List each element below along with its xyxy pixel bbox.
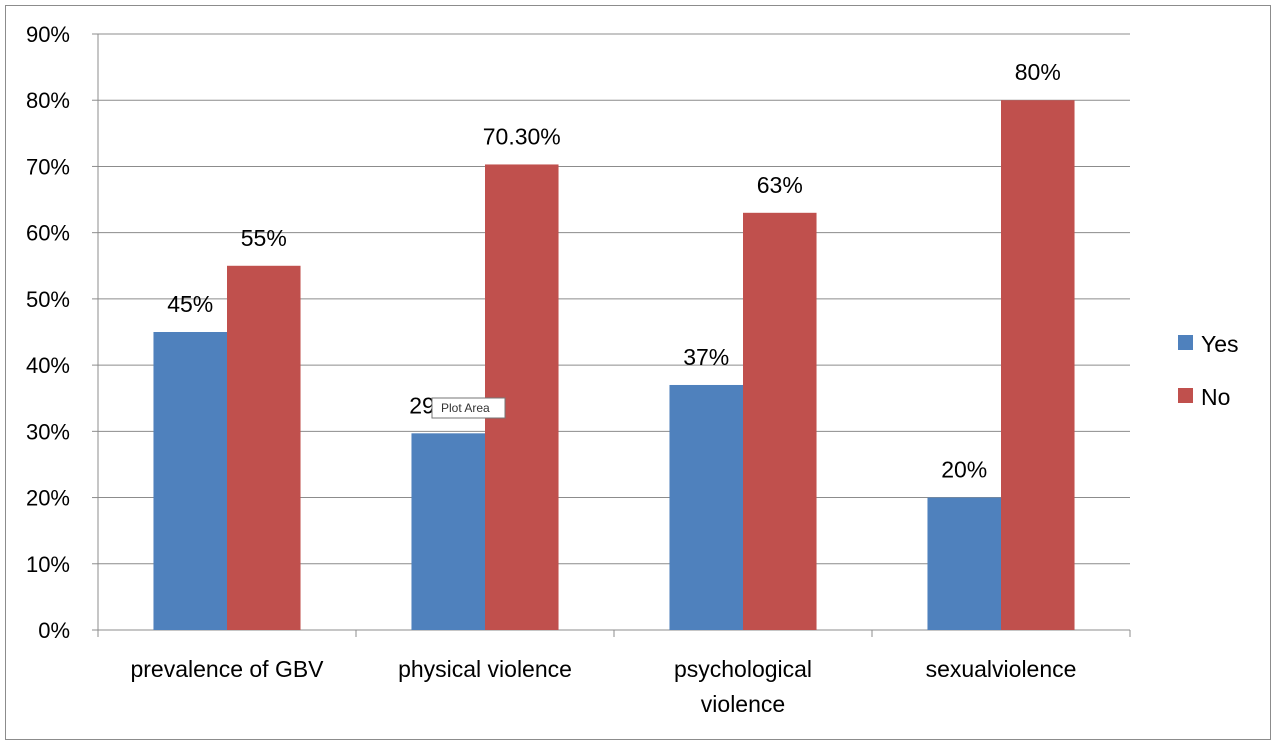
x-category-label: physical violence [398, 656, 572, 682]
plot-area-tooltip: Plot Area [431, 397, 506, 419]
data-label: 20% [941, 457, 987, 483]
bar-yes[interactable] [153, 332, 227, 630]
bar-no[interactable] [227, 265, 301, 630]
y-tick-label: 40% [26, 353, 70, 378]
bar-no[interactable] [1001, 100, 1075, 630]
data-label: 37% [683, 344, 729, 370]
y-tick-label: 50% [26, 287, 70, 312]
x-category-label: psychological [674, 656, 812, 682]
legend-swatch-no [1178, 388, 1193, 403]
data-label: 45% [167, 291, 213, 317]
data-labels: 45%55%29.70%70.30%37%63%20%80% [167, 59, 1061, 482]
legend-label-no: No [1201, 384, 1230, 410]
y-tick-label: 90% [26, 22, 70, 47]
data-label: 55% [241, 225, 287, 251]
tooltip-box [431, 397, 506, 419]
y-tick-label: 30% [26, 419, 70, 444]
x-category-label: sexualviolence [926, 656, 1077, 682]
data-label: 63% [757, 172, 803, 198]
x-category-label: violence [701, 691, 785, 717]
bar-yes[interactable] [411, 433, 485, 630]
axes: 0% 10% 20% 30% 40% 50% 60% 70% 80% 90% prevalence … [26, 22, 1131, 717]
legend: Yes No [1178, 331, 1239, 410]
legend-label-yes: Yes [1201, 331, 1239, 357]
legend-swatch-yes [1178, 335, 1193, 350]
y-tick-label: 70% [26, 154, 70, 179]
y-tick-label: 0% [38, 618, 70, 643]
y-tick-label: 60% [26, 221, 70, 246]
bar-no[interactable] [743, 212, 817, 631]
y-tick-label: 80% [26, 88, 70, 113]
x-category-label: prevalence of GBV [130, 656, 324, 682]
y-tick-label: 20% [26, 486, 70, 511]
bar-no[interactable] [485, 164, 559, 631]
tooltip-text: Plot Area [441, 401, 490, 415]
bar-yes[interactable] [669, 384, 743, 630]
data-label: 70.30% [483, 123, 561, 149]
bar-yes[interactable] [927, 497, 1001, 630]
data-label: 80% [1015, 59, 1061, 85]
y-tick-label: 10% [26, 552, 70, 577]
bars [153, 100, 1075, 631]
